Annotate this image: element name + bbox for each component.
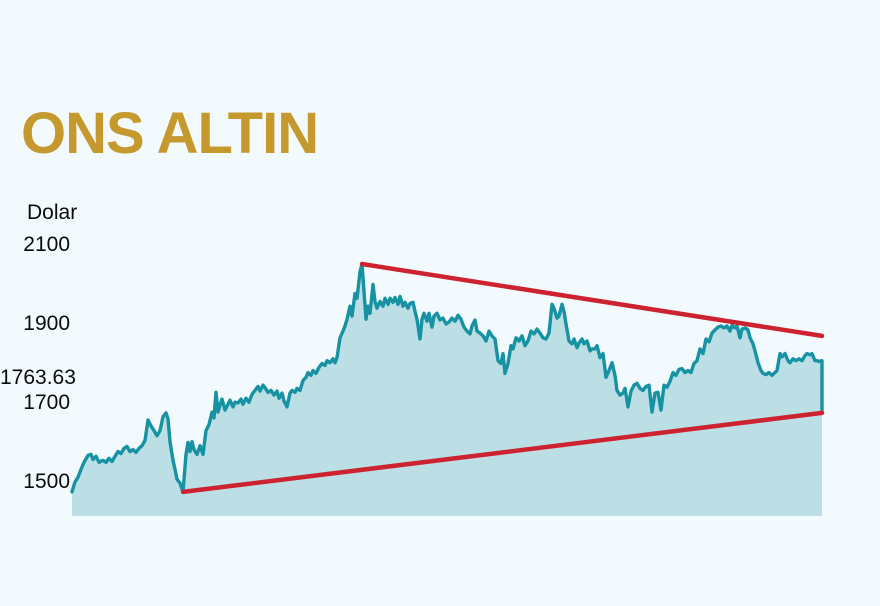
y-axis-label: 1500 [23,470,70,493]
y-axis-label: 1900 [23,312,70,335]
y-axis-label: 1700 [23,391,70,414]
price-area [72,264,822,516]
y-axis-label: 2100 [23,233,70,256]
y-axis: 2100 1900 1763.63 1700 1500 [0,0,76,606]
support-trendline [180,410,825,495]
resistance-trendline [359,261,825,339]
y-axis-unit-label: Dolar [27,201,78,224]
y-axis-label: 1763.63 [0,365,76,389]
chart-title: ONS ALTIN [21,101,319,166]
price-line [70,262,824,494]
